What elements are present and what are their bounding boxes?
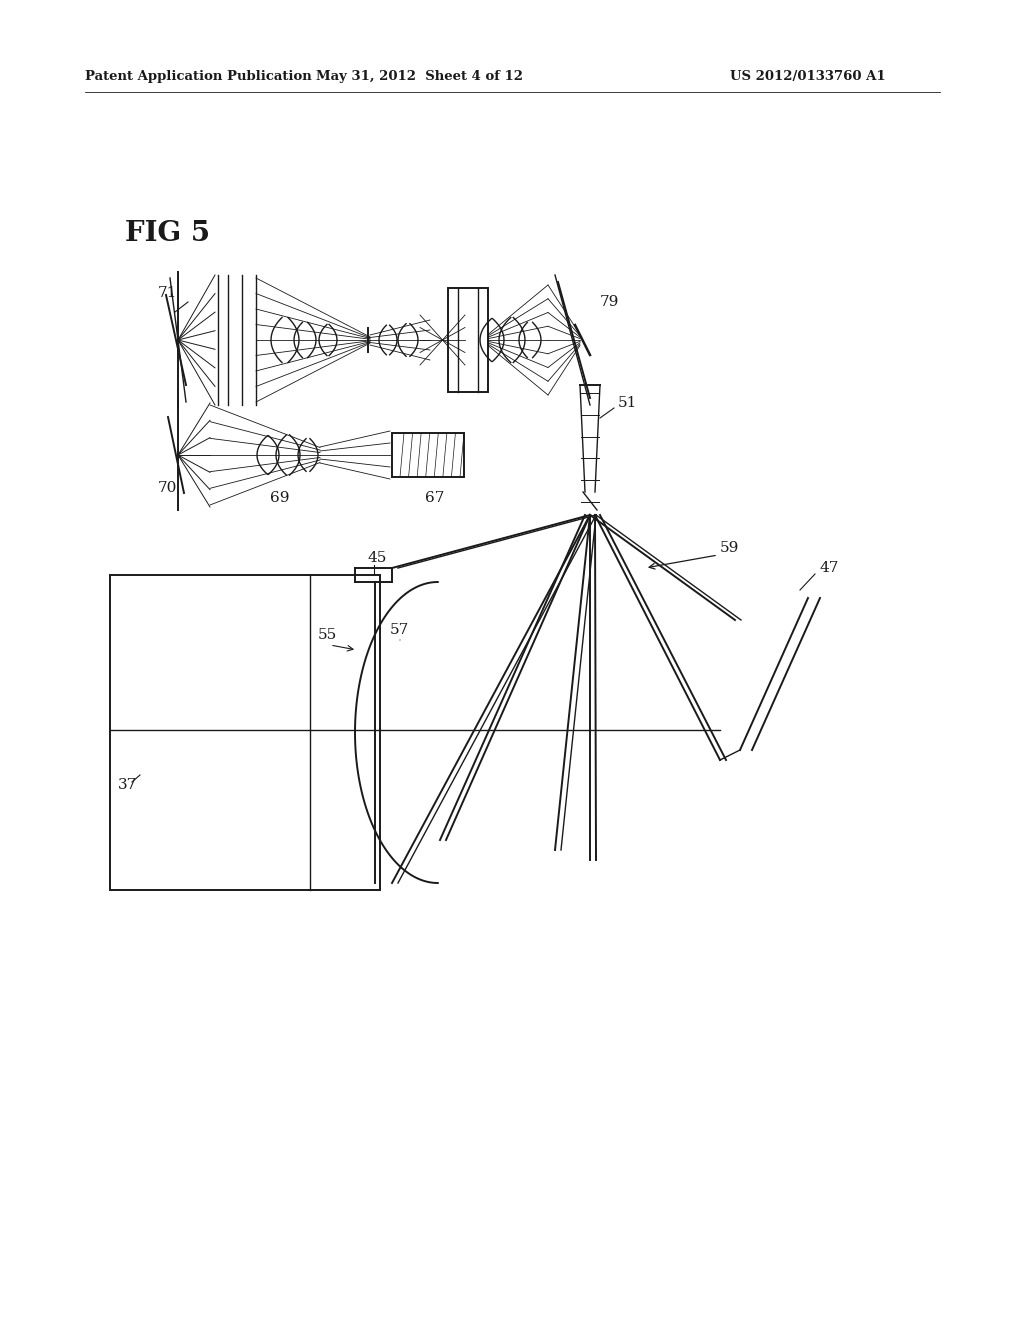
Text: May 31, 2012  Sheet 4 of 12: May 31, 2012 Sheet 4 of 12 xyxy=(316,70,523,83)
Text: 59: 59 xyxy=(720,541,739,554)
Text: 55: 55 xyxy=(318,628,337,642)
Text: 79: 79 xyxy=(600,294,620,309)
Text: 69: 69 xyxy=(270,491,290,506)
Bar xyxy=(110,576,380,890)
Text: 57: 57 xyxy=(390,623,410,638)
Text: 47: 47 xyxy=(820,561,840,576)
Text: 51: 51 xyxy=(618,396,637,411)
Text: 67: 67 xyxy=(425,491,444,506)
Text: 45: 45 xyxy=(368,550,387,565)
Text: 37: 37 xyxy=(118,777,137,792)
Bar xyxy=(392,433,464,477)
Text: US 2012/0133760 A1: US 2012/0133760 A1 xyxy=(730,70,886,83)
Bar xyxy=(449,288,488,392)
Text: 70: 70 xyxy=(158,480,177,495)
Text: 71: 71 xyxy=(158,286,177,300)
Text: Patent Application Publication: Patent Application Publication xyxy=(85,70,311,83)
Text: FIG 5: FIG 5 xyxy=(125,220,210,247)
